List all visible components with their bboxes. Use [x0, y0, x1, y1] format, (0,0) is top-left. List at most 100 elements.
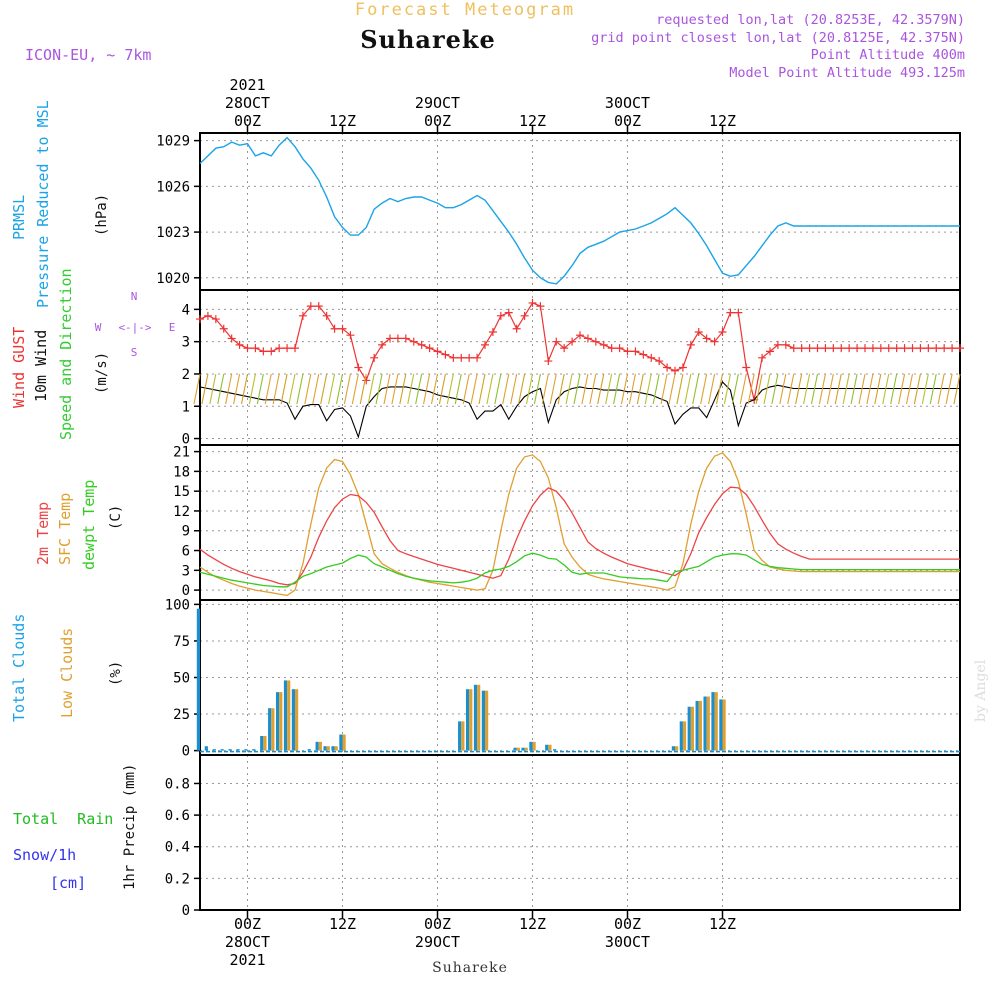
gust-marker — [267, 347, 276, 356]
wind-arrow — [668, 373, 676, 405]
gust-marker — [734, 308, 743, 317]
panel-frame — [199, 754, 961, 911]
gust-marker — [591, 337, 600, 346]
total-cloud-bar — [513, 747, 517, 751]
gust-marker — [211, 315, 220, 324]
total-cloud-bar — [529, 741, 533, 751]
gust-marker — [813, 344, 822, 353]
gust-marker — [306, 302, 315, 311]
y-tick-label: 3 — [182, 563, 190, 579]
x-tick-label-bottom: 00Z — [234, 915, 261, 933]
y-tick-label: 9 — [182, 524, 190, 540]
x-tick-label-top: 29OCT — [415, 94, 460, 112]
low-cloud-bar — [706, 696, 710, 751]
wind-arrow — [209, 373, 217, 405]
total-cloud-bar — [307, 749, 311, 751]
low-cloud-bar — [516, 747, 520, 751]
gust-marker — [354, 363, 363, 372]
gust-marker — [671, 366, 679, 375]
low-cloud-bar — [690, 706, 695, 751]
compass-arrows: <-|-> — [118, 321, 151, 334]
gust-marker — [932, 344, 941, 353]
x-tick-label-bottom: 2021 — [229, 951, 265, 969]
y-tick-label: 1020 — [156, 271, 190, 287]
wind-arrow — [423, 373, 431, 405]
low-cloud-bar — [714, 692, 718, 751]
gust-marker — [552, 337, 561, 346]
low-cloud-bar — [461, 721, 465, 751]
gust-marker — [639, 350, 648, 359]
gust-marker — [401, 334, 410, 343]
gust-marker — [346, 331, 355, 340]
gust-marker — [607, 344, 616, 353]
wind-arrow — [834, 373, 842, 405]
gust-marker — [441, 350, 450, 359]
wind-arrow — [795, 373, 803, 405]
gust-marker — [283, 344, 292, 353]
wind-arrow — [533, 373, 541, 405]
wind-arrow — [842, 373, 850, 405]
wind-label: 10m Wind — [32, 330, 50, 402]
gust-marker — [243, 344, 252, 353]
total-cloud-bar — [283, 680, 288, 751]
y-tick-label: 2 — [182, 367, 190, 383]
wind-arrow — [882, 373, 890, 405]
x-tick-label-bottom: 00Z — [424, 915, 451, 933]
y-tick-label: 4 — [182, 302, 190, 318]
y-tick-label: 50 — [173, 671, 190, 687]
total-cloud-bar — [323, 746, 327, 751]
wind-arrow — [874, 373, 882, 405]
gust-marker — [298, 311, 307, 320]
y-tick-label: 25 — [173, 707, 190, 723]
low-cloud-bar — [722, 699, 726, 751]
y-tick-label: 100 — [165, 597, 190, 613]
gust-marker — [496, 311, 505, 320]
wind-arrow — [478, 373, 486, 405]
snow-unit: [cm] — [50, 874, 86, 892]
x-tick-label-top: 12Z — [329, 112, 356, 130]
pressure-label-prmsl: PRMSL — [10, 195, 28, 240]
total-cloud-bar — [196, 608, 200, 751]
wind-arrow — [518, 373, 526, 405]
gust-marker — [805, 344, 814, 353]
wind-arrow — [415, 373, 423, 405]
gust-marker — [884, 344, 893, 353]
y-tick-label: 0.2 — [165, 871, 190, 887]
wind-arrow — [454, 373, 462, 405]
gust-marker — [956, 344, 964, 353]
wind-direction-label: Speed and Direction — [57, 268, 75, 440]
wind-arrow — [502, 373, 510, 405]
gust-marker — [726, 308, 735, 317]
wind-arrow — [581, 373, 589, 405]
wind-arrow — [359, 373, 367, 405]
wind-arrow — [676, 373, 684, 405]
wind-arrow — [929, 373, 937, 405]
compass-west: W — [95, 321, 102, 334]
y-tick-label: 0.6 — [165, 808, 190, 824]
gust-marker — [615, 344, 624, 353]
wind-arrow — [240, 373, 249, 405]
gust-marker — [647, 353, 656, 362]
total-cloud-bar — [521, 747, 525, 751]
wind-arrow — [739, 373, 747, 405]
wind-arrow — [328, 373, 336, 405]
gust-marker — [433, 347, 442, 356]
wind-unit: (m/s) — [94, 352, 110, 394]
pressure-unit: (hPa) — [94, 194, 110, 236]
gust-marker — [488, 327, 497, 336]
total-cloud-bar — [553, 749, 557, 751]
wind-arrow — [256, 373, 264, 405]
gust-marker — [457, 353, 466, 362]
wind-arrow — [866, 373, 874, 405]
total-cloud-bar — [252, 749, 256, 751]
total-cloud-bar — [228, 749, 232, 751]
gust-marker — [386, 334, 394, 343]
gust-marker — [583, 334, 592, 343]
gust-marker — [908, 344, 917, 353]
gust-marker — [789, 344, 798, 353]
y-tick-label: 15 — [173, 484, 190, 500]
x-tick-label-bottom: 28OCT — [225, 933, 270, 951]
wind-arrow — [264, 373, 272, 405]
total-cloud-bar — [481, 690, 485, 751]
gust-marker — [235, 340, 244, 349]
